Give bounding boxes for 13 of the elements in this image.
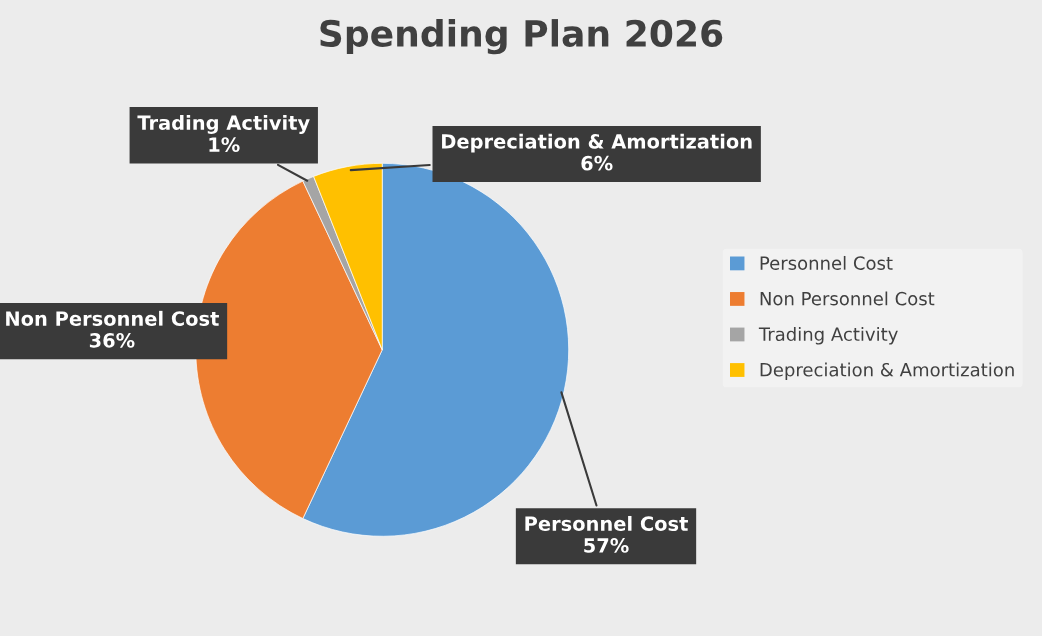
- slice-label: Personnel Cost: [525, 515, 688, 532]
- slice-label: Non Personnel Cost: [6, 310, 219, 326]
- data-label: 57%: [584, 538, 629, 553]
- legend-label: Personnel Cost: [760, 255, 893, 270]
- legend-label: Non Personnel Cost: [760, 291, 935, 306]
- data-label: 1%: [209, 137, 240, 152]
- slice-label: Trading Activity: [137, 115, 310, 134]
- legend-label: Depreciation & Amortization: [760, 362, 1014, 381]
- data-label: 6%: [581, 155, 613, 171]
- data-label: 36%: [89, 332, 135, 348]
- chart-title: Spending Plan 2026: [320, 19, 723, 55]
- legend-label: Trading Activity: [758, 327, 898, 345]
- slice-label: Depreciation & Amortization: [442, 133, 752, 153]
